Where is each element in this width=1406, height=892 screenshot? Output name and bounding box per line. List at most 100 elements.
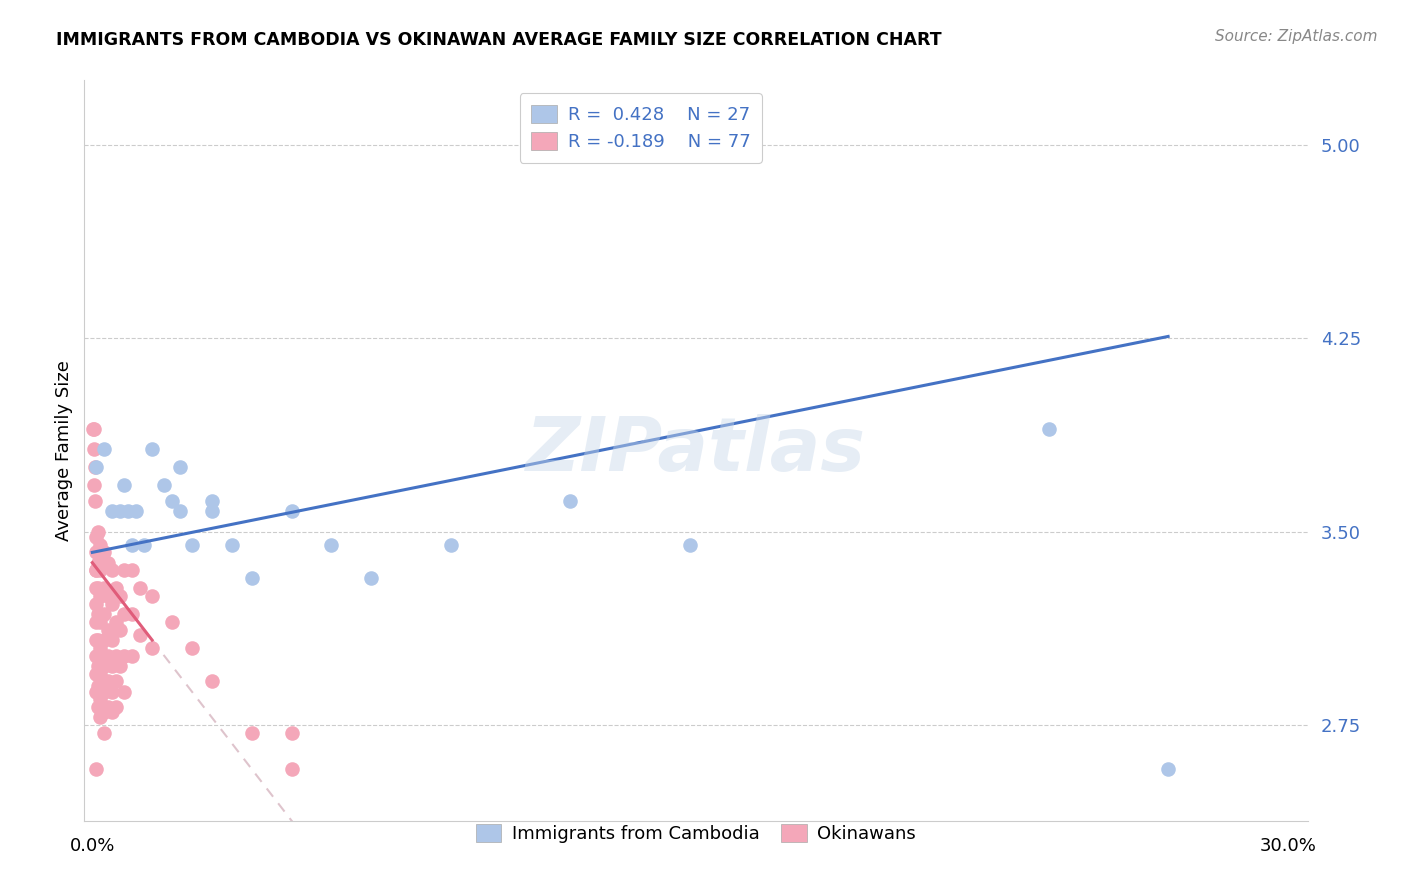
Text: Source: ZipAtlas.com: Source: ZipAtlas.com — [1215, 29, 1378, 44]
Point — [1038, 421, 1060, 435]
Point — [1157, 762, 1180, 776]
Point — [321, 538, 343, 552]
Text: IMMIGRANTS FROM CAMBODIA VS OKINAWAN AVERAGE FAMILY SIZE CORRELATION CHART: IMMIGRANTS FROM CAMBODIA VS OKINAWAN AVE… — [56, 31, 942, 49]
Point — [89, 615, 111, 629]
Point — [112, 478, 135, 492]
Point — [87, 700, 110, 714]
Point — [112, 607, 135, 622]
Point — [82, 421, 104, 435]
Point — [105, 615, 128, 629]
Point — [141, 640, 163, 655]
Point — [679, 538, 702, 552]
Point — [86, 648, 108, 663]
Point — [83, 460, 105, 475]
Point — [101, 684, 124, 698]
Point — [110, 589, 132, 603]
Point — [153, 478, 176, 492]
Point — [201, 493, 224, 508]
Point — [134, 538, 156, 552]
Point — [125, 504, 148, 518]
Point — [86, 597, 108, 611]
Point — [121, 563, 143, 577]
Point — [181, 640, 204, 655]
Point — [201, 674, 224, 689]
Point — [87, 680, 110, 694]
Point — [440, 538, 463, 552]
Point — [240, 726, 263, 740]
Point — [86, 582, 108, 596]
Point — [110, 504, 132, 518]
Point — [86, 666, 108, 681]
Point — [221, 538, 243, 552]
Point — [87, 582, 110, 596]
Point — [86, 460, 108, 475]
Point — [169, 504, 191, 518]
Text: ZIPatlas: ZIPatlas — [526, 414, 866, 487]
Point — [101, 658, 124, 673]
Point — [97, 648, 120, 663]
Point — [201, 504, 224, 518]
Point — [112, 648, 135, 663]
Point — [93, 545, 115, 559]
Point — [93, 706, 115, 720]
Point — [97, 589, 120, 603]
Point — [83, 442, 105, 457]
Point — [105, 674, 128, 689]
Point — [121, 538, 143, 552]
Point — [89, 666, 111, 681]
Point — [97, 556, 120, 570]
Point — [89, 589, 111, 603]
Y-axis label: Average Family Size: Average Family Size — [55, 360, 73, 541]
Point — [101, 706, 124, 720]
Point — [89, 538, 111, 552]
Point — [89, 692, 111, 706]
Point — [93, 607, 115, 622]
Point — [97, 700, 120, 714]
Point — [101, 563, 124, 577]
Point — [93, 684, 115, 698]
Point — [87, 633, 110, 648]
Point — [560, 493, 582, 508]
Point — [83, 421, 105, 435]
Point — [87, 556, 110, 570]
Point — [160, 493, 183, 508]
Point — [110, 658, 132, 673]
Point — [129, 582, 152, 596]
Point — [87, 658, 110, 673]
Point — [280, 504, 302, 518]
Point — [280, 762, 302, 776]
Point — [86, 633, 108, 648]
Point — [93, 582, 115, 596]
Point — [110, 623, 132, 637]
Point — [105, 700, 128, 714]
Point — [181, 538, 204, 552]
Point — [280, 726, 302, 740]
Point — [84, 563, 107, 577]
Point — [129, 628, 152, 642]
Point — [105, 582, 128, 596]
Legend: Immigrants from Cambodia, Okinawans: Immigrants from Cambodia, Okinawans — [467, 815, 925, 853]
Point — [93, 442, 115, 457]
Point — [141, 442, 163, 457]
Point — [89, 563, 111, 577]
Point — [84, 530, 107, 544]
Point — [101, 633, 124, 648]
Point — [93, 633, 115, 648]
Point — [87, 607, 110, 622]
Point — [169, 460, 191, 475]
Point — [84, 493, 107, 508]
Point — [87, 524, 110, 539]
Point — [112, 684, 135, 698]
Point — [86, 545, 108, 559]
Point — [160, 615, 183, 629]
Point — [86, 563, 108, 577]
Point — [86, 762, 108, 776]
Point — [105, 648, 128, 663]
Point — [141, 589, 163, 603]
Point — [121, 607, 143, 622]
Point — [121, 648, 143, 663]
Point — [89, 710, 111, 724]
Point — [93, 658, 115, 673]
Point — [240, 571, 263, 585]
Point — [89, 640, 111, 655]
